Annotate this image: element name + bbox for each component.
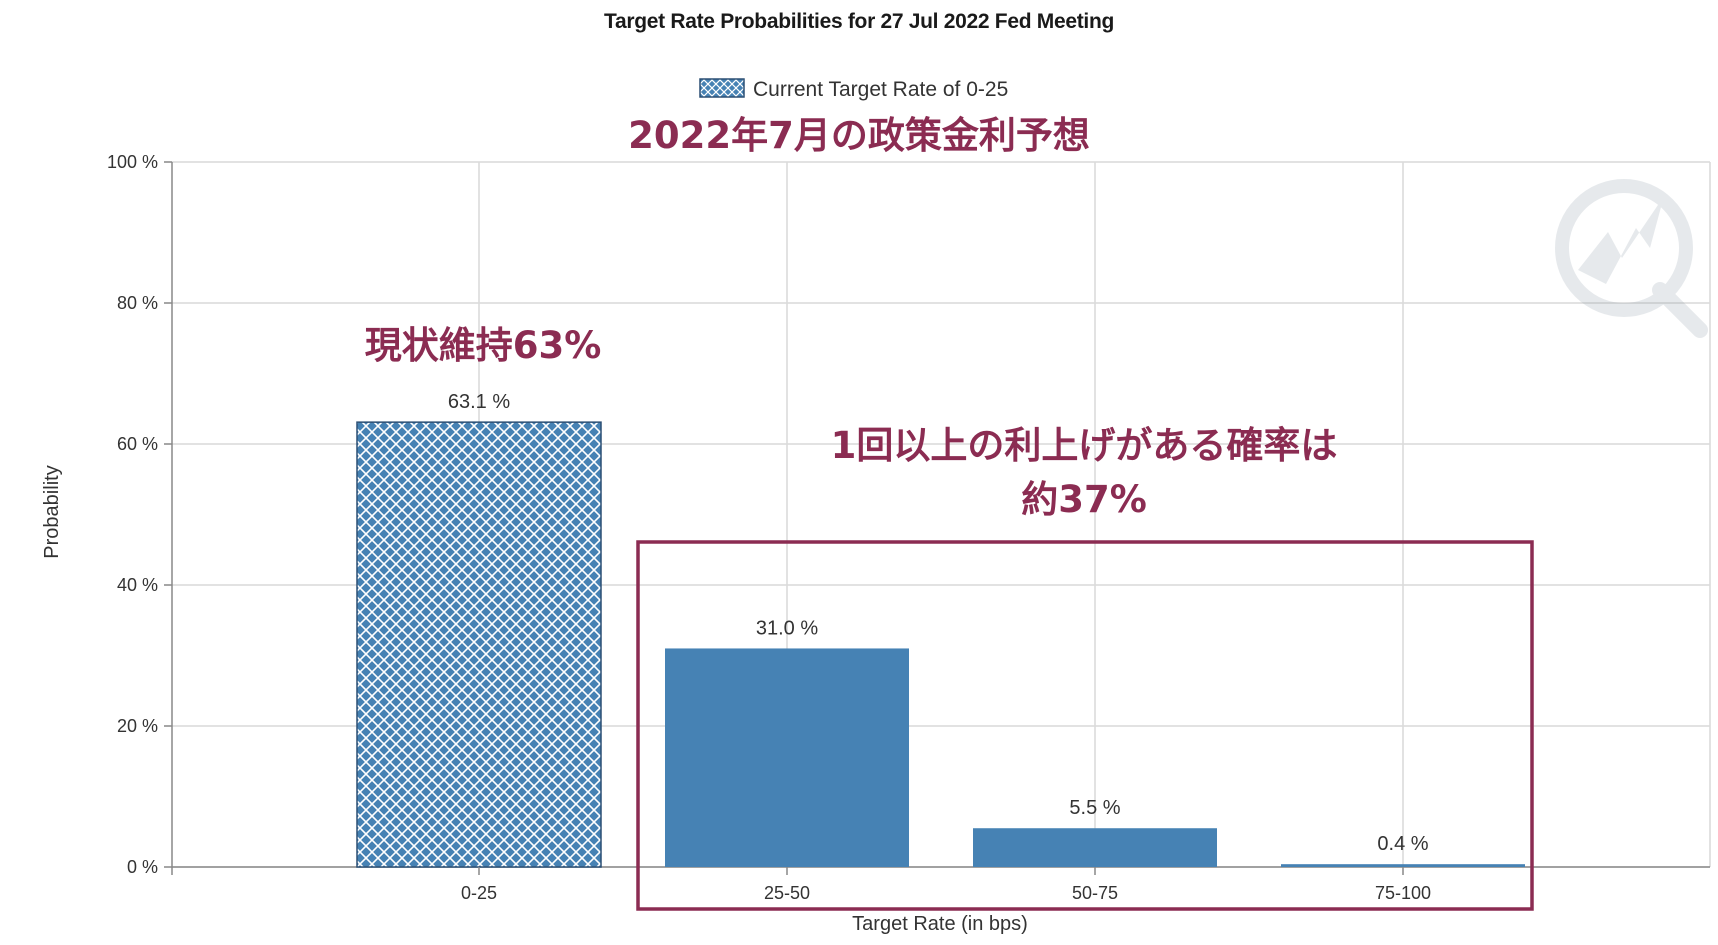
data-label: 31.0 % — [756, 617, 818, 639]
status-quo-annotation: 現状維持63% — [365, 324, 602, 367]
hike-annotation-line1: 1回以上の利上げがある確率は — [831, 424, 1338, 467]
chart-title: Target Rate Probabilities for 27 Jul 202… — [604, 10, 1114, 33]
y-tick-label: 0 % — [127, 857, 158, 877]
y-tick-label: 100 % — [107, 152, 158, 172]
bars — [356, 421, 1525, 868]
legend: Current Target Rate of 0-25 — [699, 78, 1008, 101]
x-tick-label: 0-25 — [461, 883, 497, 903]
bar-25-50 — [665, 648, 909, 867]
bar-75-100 — [1281, 864, 1525, 867]
data-labels: 63.1 % 31.0 % 5.5 % 0.4 % — [448, 391, 1429, 855]
y-axis-label: Probability — [41, 465, 63, 558]
y-axis-ticks: 0 % 20 % 40 % 60 % 80 % 100 % — [107, 152, 172, 877]
headline-annotation: 2022年7月の政策金利予想 — [628, 114, 1090, 157]
x-tick-label: 25-50 — [764, 883, 810, 903]
y-tick-label: 80 % — [117, 293, 158, 313]
rate-hike-highlight-box — [636, 540, 1534, 911]
y-tick-label: 20 % — [117, 716, 158, 736]
bar-50-75 — [973, 828, 1217, 867]
data-label: 0.4 % — [1377, 833, 1428, 855]
data-label: 5.5 % — [1069, 797, 1120, 819]
legend-label: Current Target Rate of 0-25 — [753, 78, 1008, 101]
x-axis-ticks: 0-25 25-50 50-75 75-100 — [461, 867, 1431, 903]
x-tick-label: 50-75 — [1072, 883, 1118, 903]
bar-0-25 — [356, 421, 602, 868]
y-tick-label: 40 % — [117, 575, 158, 595]
y-tick-label: 60 % — [117, 434, 158, 454]
x-tick-label: 75-100 — [1375, 883, 1431, 903]
data-label: 63.1 % — [448, 391, 510, 413]
hike-annotation-line2: 約37% — [1021, 478, 1147, 521]
legend-swatch — [699, 78, 745, 98]
x-axis-label: Target Rate (in bps) — [852, 913, 1028, 935]
watermark-logo-icon — [1555, 179, 1708, 338]
